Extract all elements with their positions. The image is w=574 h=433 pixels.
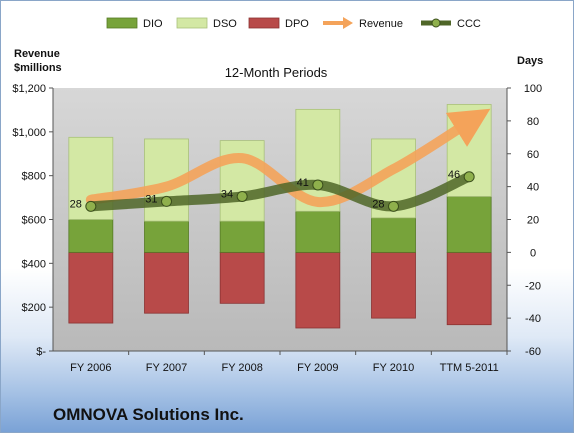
right-tick-label: 60: [527, 149, 539, 161]
ccc-point: [236, 190, 248, 202]
ccc-point: [312, 179, 324, 191]
ccc-point: [463, 171, 475, 183]
x-tick-label: TTM 5-2011: [440, 362, 499, 374]
chart-title: 12-Month Periods: [225, 65, 328, 80]
dio-bar: [68, 219, 114, 253]
dio-bar: [144, 220, 189, 253]
left-tick-label: $600: [22, 215, 46, 227]
left-axis-title-line2: $millions: [14, 62, 62, 74]
right-tick-label: -40: [525, 313, 541, 325]
right-tick-label: 40: [527, 182, 539, 194]
legend-swatch-dio: [106, 17, 138, 29]
ccc-data-label: 34: [221, 188, 233, 200]
x-tick-label: FY 2007: [146, 362, 187, 374]
ccc-data-label: 46: [448, 169, 460, 181]
left-tick-label: $1,200: [12, 83, 46, 95]
ccc-data-label: 31: [145, 193, 157, 205]
right-tick-label: 20: [527, 215, 539, 227]
legend-swatch-dpo: [248, 17, 280, 29]
left-tick-label: $-: [36, 346, 46, 358]
left-tick-label: $400: [22, 258, 46, 270]
legend-label-revenue: Revenue: [359, 18, 403, 30]
dpo-bar: [295, 251, 341, 329]
ccc-point: [161, 195, 172, 207]
ccc-data-label: 41: [297, 177, 309, 189]
dpo-bar: [219, 251, 265, 304]
right-tick-label: -60: [525, 346, 541, 358]
company-name: OMNOVA Solutions Inc.: [53, 405, 244, 424]
legend-label-dpo: DPO: [285, 18, 309, 30]
dpo-bar: [68, 251, 114, 324]
ccc-point: [85, 200, 97, 212]
ccc-data-label: 28: [372, 198, 384, 210]
dio-bar: [219, 220, 265, 253]
right-tick-label: 0: [530, 247, 536, 259]
legend-arrowhead: [343, 17, 353, 29]
legend-ccc-marker: [431, 18, 441, 28]
dpo-bar: [144, 251, 189, 314]
ccc-point: [388, 200, 399, 212]
left-tick-label: $200: [22, 302, 46, 314]
dio-bar: [371, 217, 416, 253]
legend-swatch-dso: [176, 17, 208, 29]
plot-area: [53, 88, 507, 351]
legend-label-ccc: CCC: [457, 18, 481, 30]
left-tick-label: $1,000: [12, 127, 46, 139]
x-tick-label: FY 2009: [297, 362, 338, 374]
legend-label-dso: DSO: [213, 18, 237, 30]
dpo-bar: [371, 251, 416, 319]
dso-bar: [219, 140, 265, 222]
left-axis-title-line1: Revenue: [14, 48, 60, 60]
right-tick-label: 100: [524, 83, 542, 95]
right-tick-label: 80: [527, 116, 539, 128]
dpo-bar: [446, 251, 492, 326]
x-tick-label: FY 2008: [221, 362, 262, 374]
x-tick-label: FY 2010: [373, 362, 414, 374]
dio-bar: [446, 196, 492, 253]
ccc-data-label: 28: [70, 198, 82, 210]
right-axis-title: Days: [517, 55, 543, 67]
left-tick-label: $800: [22, 171, 46, 183]
legend: DIO DSO DPO Revenue CCC: [106, 17, 481, 30]
dio-bar: [295, 210, 341, 253]
right-tick-label: -20: [525, 280, 541, 292]
x-tick-label: FY 2006: [70, 362, 111, 374]
legend-label-dio: DIO: [143, 18, 163, 30]
